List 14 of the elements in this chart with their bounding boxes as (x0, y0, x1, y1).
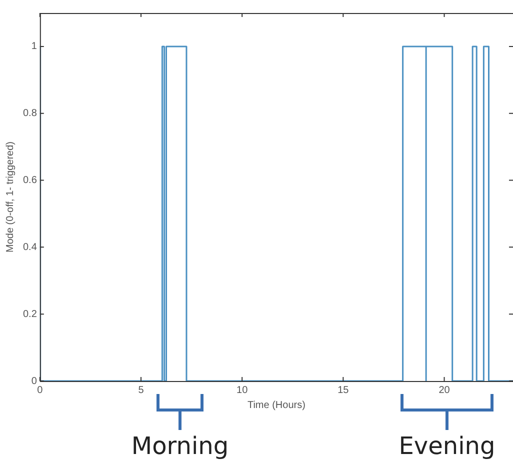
x-tick-label: 15 (338, 384, 350, 396)
y-tick-label: 1 (31, 41, 38, 52)
y-tick-label: 0.6 (22, 175, 38, 186)
y-tick-label: 0 (31, 376, 38, 387)
y-tick-label: 0.8 (22, 108, 38, 120)
text: Evening (398, 432, 496, 460)
y-tick-label: 0.2 (22, 308, 38, 320)
text: Morning (131, 432, 229, 460)
y-axis-title: Mode (0-off, 1- triggered) (4, 142, 16, 252)
y-tick-label: 0.4 (22, 242, 38, 253)
x-tick-label: 5 (138, 384, 144, 396)
x-axis-title: Time (Hours) (247, 400, 306, 411)
x-tick-label: 10 (236, 384, 248, 396)
x-tick-label: 20 (438, 384, 450, 396)
